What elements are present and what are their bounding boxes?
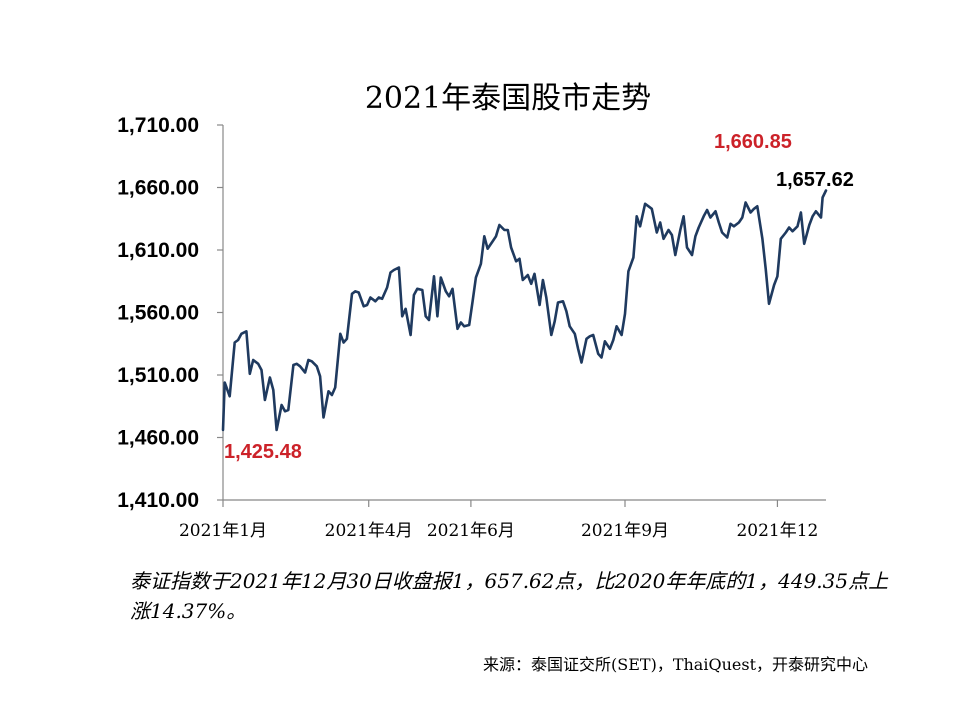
summary-note: 泰证指数于2021年12月30日收盘报1，657.62点，比2020年年底的1，… [130, 569, 889, 623]
x-tick-label: 2021年6月 [427, 521, 515, 541]
y-tick-label: 1,410.00 [117, 489, 199, 512]
x-tick-label: 2021年12 [736, 521, 818, 541]
source-credit: 来源：泰国证交所(SET)，ThaiQuest，开泰研究中心 [483, 655, 868, 674]
annotation-year-close: 1,657.62 [776, 169, 854, 191]
annotation-year-high: 1,660.85 [714, 131, 792, 153]
y-tick-label: 1,610.00 [117, 239, 199, 262]
x-tick-label: 2021年4月 [325, 521, 413, 541]
y-tick-label: 1,660.00 [117, 177, 199, 200]
x-tick-label: 2021年1月 [179, 521, 267, 541]
chart-title: 2021年泰国股市走势 [365, 81, 651, 116]
series-line-set-index [221, 189, 828, 432]
y-tick-label: 1,710.00 [117, 114, 199, 137]
y-axis: 1,410.00 1,460.00 1,510.00 1,560.00 1,610.00… [117, 114, 224, 512]
x-axis: 2021年1月 2021年4月 2021年6月 2021年9月 2021年12 [179, 499, 826, 541]
y-tick-label: 1,560.00 [117, 302, 199, 325]
y-tick-label: 1,460.00 [117, 427, 199, 450]
y-tick-label: 1,510.00 [117, 364, 199, 387]
x-tick-label: 2021年9月 [581, 521, 669, 541]
annotation-year-low: 1,425.48 [224, 441, 302, 463]
